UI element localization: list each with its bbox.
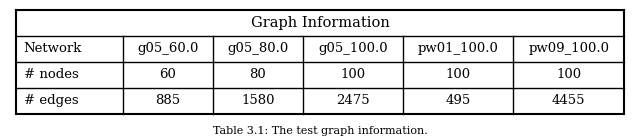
Text: g05_100.0: g05_100.0	[318, 42, 388, 55]
Text: # edges: # edges	[24, 94, 78, 107]
Text: 100: 100	[556, 68, 581, 81]
Text: 60: 60	[159, 68, 177, 81]
Text: 495: 495	[445, 94, 471, 107]
Text: Table 3.1: The test graph information.: Table 3.1: The test graph information.	[212, 126, 428, 136]
Text: 4455: 4455	[552, 94, 586, 107]
Text: g05_80.0: g05_80.0	[227, 42, 289, 55]
Bar	[16, 10, 624, 114]
Text: Graph Information: Graph Information	[251, 16, 389, 30]
Text: 885: 885	[156, 94, 180, 107]
Text: pw09_100.0: pw09_100.0	[528, 42, 609, 55]
Text: 2475: 2475	[336, 94, 370, 107]
Text: 80: 80	[250, 68, 266, 81]
Text: 100: 100	[445, 68, 471, 81]
Text: # nodes: # nodes	[24, 68, 79, 81]
Text: g05_60.0: g05_60.0	[138, 42, 198, 55]
Text: 1580: 1580	[241, 94, 275, 107]
Text: pw01_100.0: pw01_100.0	[418, 42, 499, 55]
Text: 100: 100	[340, 68, 365, 81]
Text: Network: Network	[24, 42, 82, 55]
